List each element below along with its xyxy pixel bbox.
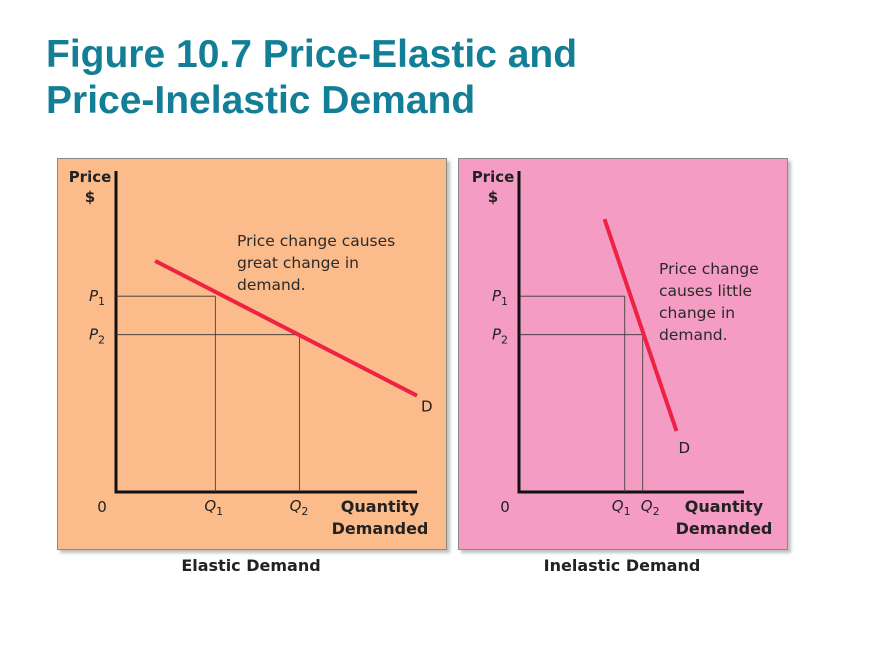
price-tick-subscript-1: 1	[501, 295, 508, 308]
x-axis-label-quantity: Quantity	[685, 497, 764, 516]
quantity-tick-label-2: Q2	[641, 497, 660, 518]
price-tick-label-1: P1	[89, 287, 105, 308]
x-axis-label-demanded: Demanded	[332, 519, 429, 538]
annotation-line-2: great change in	[237, 254, 359, 272]
inelastic-demand-caption: Inelastic Demand	[543, 556, 701, 575]
price-tick-letter-2: P	[89, 326, 99, 344]
demand-curve	[602, 218, 679, 432]
price-tick-label-2: P2	[89, 326, 105, 347]
inelastic-demand-chart: Price $ Quantity Demanded 0 P1 P2 Q1 Q2 D Price ch…	[458, 158, 788, 550]
price-tick-letter-1: P	[89, 287, 99, 305]
page-title: Figure 10.7 Price-Elastic and Price-Inel…	[46, 32, 806, 124]
x-axis-label-demanded: Demanded	[676, 519, 773, 538]
annotation-line-1: Price change causes	[237, 232, 395, 250]
y-axis-label-price: Price	[472, 168, 515, 186]
quantity-tick-label-2: Q2	[290, 497, 309, 518]
y-axis-label-unit: $	[85, 188, 95, 206]
quantity-tick-letter-1: Q	[204, 497, 216, 515]
demand-curve-label: D	[421, 398, 433, 416]
price-tick-subscript-1: 1	[98, 295, 105, 308]
demand-curve-label: D	[679, 439, 691, 457]
price-tick-subscript-2: 2	[501, 334, 508, 347]
price-tick-letter-1: P	[492, 287, 502, 305]
quantity-tick-subscript-2: 2	[301, 505, 308, 518]
price-tick-label-1: P1	[492, 287, 508, 308]
elastic-demand-caption: Elastic Demand	[181, 556, 321, 575]
annotation-line-2: causes little	[659, 282, 752, 300]
annotation-line-4: demand.	[659, 326, 728, 344]
annotation-line-3: demand.	[237, 276, 306, 294]
title-line-1: Figure 10.7 Price-Elastic and	[46, 33, 578, 76]
quantity-tick-subscript-1: 1	[624, 505, 631, 518]
y-axis-label-price: Price	[69, 168, 112, 186]
annotation-line-3: change in	[659, 304, 735, 322]
quantity-tick-letter-2: Q	[641, 497, 653, 515]
origin-label: 0	[97, 498, 107, 516]
price-tick-subscript-2: 2	[98, 334, 105, 347]
origin-label: 0	[500, 498, 510, 516]
x-axis-label-quantity: Quantity	[341, 497, 420, 516]
annotation-line-1: Price change	[659, 260, 759, 278]
demand-curve	[154, 259, 418, 398]
price-tick-label-2: P2	[492, 326, 508, 347]
y-axis-label-unit: $	[488, 188, 498, 206]
quantity-tick-letter-1: Q	[612, 497, 624, 515]
quantity-tick-label-1: Q1	[204, 497, 223, 518]
quantity-tick-label-1: Q1	[612, 497, 631, 518]
title-line-2: Price-Inelastic Demand	[46, 79, 476, 122]
quantity-tick-letter-2: Q	[290, 497, 302, 515]
price-tick-letter-2: P	[492, 326, 502, 344]
quantity-tick-subscript-2: 2	[653, 505, 660, 518]
elastic-demand-chart: Price $ Quantity Demanded 0 P1 P2 Q1 Q2 D Price ch…	[57, 158, 447, 550]
quantity-tick-subscript-1: 1	[216, 505, 223, 518]
